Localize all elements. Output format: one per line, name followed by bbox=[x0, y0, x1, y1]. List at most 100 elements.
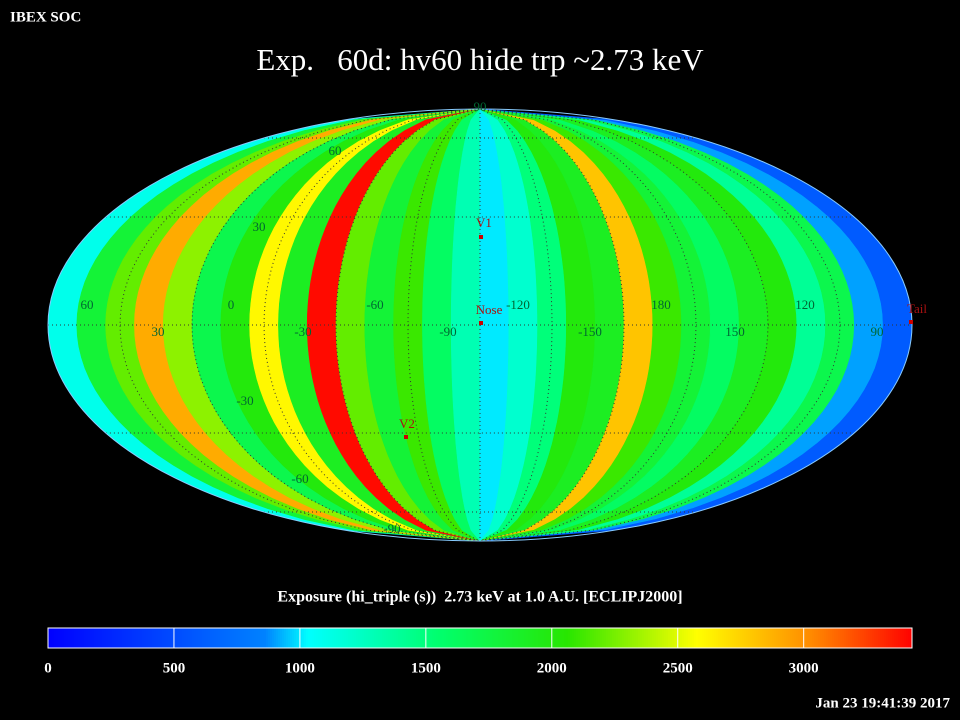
colorbar-cell bbox=[666, 628, 669, 648]
colorbar-cell bbox=[556, 628, 559, 648]
colorbar-cell bbox=[864, 628, 867, 648]
colorbar-cell bbox=[394, 628, 397, 648]
colorbar-cell bbox=[252, 628, 255, 648]
colorbar-cell bbox=[664, 628, 667, 648]
colorbar-cell bbox=[794, 628, 797, 648]
latitude-label: 30 bbox=[253, 219, 266, 234]
colorbar-cell bbox=[910, 628, 913, 648]
colorbar-cell bbox=[456, 628, 459, 648]
colorbar-cell bbox=[428, 628, 431, 648]
colorbar-tick-label: 2000 bbox=[537, 660, 567, 676]
colorbar-cell bbox=[298, 628, 301, 648]
colorbar-cell bbox=[766, 628, 769, 648]
colorbar-cell bbox=[248, 628, 251, 648]
colorbar-cell bbox=[748, 628, 751, 648]
colorbar-cell bbox=[768, 628, 771, 648]
colorbar-cell bbox=[256, 628, 259, 648]
colorbar-cell bbox=[350, 628, 353, 648]
colorbar-cell bbox=[262, 628, 265, 648]
colorbar-cell bbox=[888, 628, 891, 648]
colorbar-cell bbox=[420, 628, 423, 648]
colorbar-cell bbox=[156, 628, 159, 648]
colorbar-cell bbox=[790, 628, 793, 648]
colorbar-cell bbox=[330, 628, 333, 648]
latitude-label: -60 bbox=[291, 471, 308, 486]
colorbar-cell bbox=[712, 628, 715, 648]
colorbar-cell bbox=[74, 628, 77, 648]
colorbar-cell bbox=[104, 628, 107, 648]
colorbar-cell bbox=[792, 628, 795, 648]
colorbar-cell bbox=[502, 628, 505, 648]
colorbar-cell bbox=[854, 628, 857, 648]
colorbar-cell bbox=[778, 628, 781, 648]
longitude-label: 0 bbox=[228, 297, 235, 312]
colorbar-cell bbox=[860, 628, 863, 648]
colorbar-cell bbox=[54, 628, 57, 648]
colorbar-cell bbox=[372, 628, 375, 648]
colorbar-cell bbox=[870, 628, 873, 648]
colorbar-cell bbox=[356, 628, 359, 648]
colorbar-cell bbox=[750, 628, 753, 648]
colorbar-cell bbox=[776, 628, 779, 648]
colorbar-cell bbox=[400, 628, 403, 648]
colorbar-cell bbox=[720, 628, 723, 648]
colorbar-cell bbox=[480, 628, 483, 648]
colorbar-cell bbox=[858, 628, 861, 648]
colorbar-cell bbox=[300, 628, 303, 648]
colorbar-cell bbox=[496, 628, 499, 648]
colorbar-cell bbox=[522, 628, 525, 648]
colorbar-cell bbox=[532, 628, 535, 648]
colorbar-cell bbox=[136, 628, 139, 648]
colorbar-cell bbox=[76, 628, 79, 648]
colorbar-cell bbox=[636, 628, 639, 648]
colorbar-cell bbox=[342, 628, 345, 648]
colorbar-cell bbox=[208, 628, 211, 648]
colorbar-cell bbox=[694, 628, 697, 648]
colorbar-cell bbox=[90, 628, 93, 648]
colorbar-cell bbox=[894, 628, 897, 648]
colorbar-tick-label: 1500 bbox=[411, 660, 441, 676]
colorbar-cell bbox=[486, 628, 489, 648]
colorbar-cell bbox=[540, 628, 543, 648]
colorbar-cell bbox=[714, 628, 717, 648]
colorbar-cell bbox=[672, 628, 675, 648]
colorbar-cell bbox=[592, 628, 595, 648]
colorbar-cell bbox=[730, 628, 733, 648]
colorbar-cell bbox=[86, 628, 89, 648]
longitude-label: -150 bbox=[578, 324, 602, 339]
colorbar-cell bbox=[880, 628, 883, 648]
colorbar-cell bbox=[450, 628, 453, 648]
colorbar-cell bbox=[282, 628, 285, 648]
colorbar-cell bbox=[278, 628, 281, 648]
colorbar-cell bbox=[108, 628, 111, 648]
colorbar-cell bbox=[684, 628, 687, 648]
latitude-label: 60 bbox=[329, 143, 342, 158]
colorbar-cell bbox=[70, 628, 73, 648]
colorbar-cell bbox=[558, 628, 561, 648]
longitude-label: 150 bbox=[725, 324, 745, 339]
colorbar-cell bbox=[816, 628, 819, 648]
colorbar-cell bbox=[374, 628, 377, 648]
colorbar-cell bbox=[426, 628, 429, 648]
colorbar-cell bbox=[192, 628, 195, 648]
colorbar-cell bbox=[834, 628, 837, 648]
colorbar-cell bbox=[572, 628, 575, 648]
colorbar-cell bbox=[524, 628, 527, 648]
colorbar-cell bbox=[638, 628, 641, 648]
colorbar-cell bbox=[562, 628, 565, 648]
colorbar-cell bbox=[436, 628, 439, 648]
colorbar-cell bbox=[194, 628, 197, 648]
colorbar-cell bbox=[530, 628, 533, 648]
colorbar-cell bbox=[204, 628, 207, 648]
colorbar-cell bbox=[872, 628, 875, 648]
colorbar-cell bbox=[906, 628, 909, 648]
colorbar-cell bbox=[396, 628, 399, 648]
colorbar-cell bbox=[52, 628, 55, 648]
colorbar-cell bbox=[336, 628, 339, 648]
colorbar-cell bbox=[366, 628, 369, 648]
meridian bbox=[263, 108, 481, 542]
colorbar-cell bbox=[868, 628, 871, 648]
colorbar-cell bbox=[138, 628, 141, 648]
colorbar-cell bbox=[146, 628, 149, 648]
colorbar-cell bbox=[898, 628, 901, 648]
